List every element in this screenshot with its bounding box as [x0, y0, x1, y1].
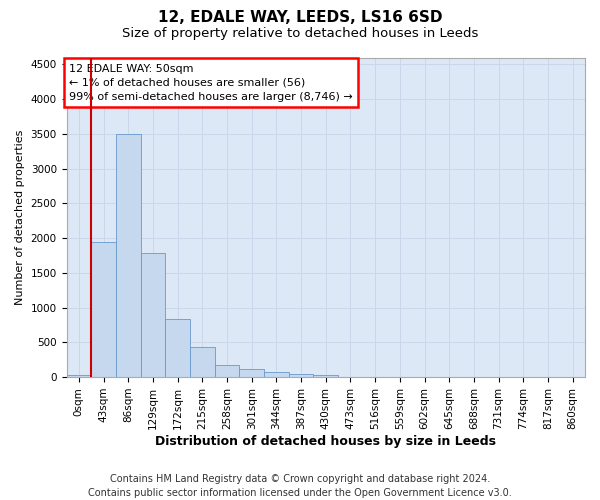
Text: Size of property relative to detached houses in Leeds: Size of property relative to detached ho… [122, 28, 478, 40]
Bar [91, 242, 116, 377]
Bar [215, 366, 239, 377]
X-axis label: Distribution of detached houses by size in Leeds: Distribution of detached houses by size … [155, 434, 496, 448]
Bar [239, 370, 264, 377]
Text: 12 EDALE WAY: 50sqm
← 1% of detached houses are smaller (56)
99% of semi-detache: 12 EDALE WAY: 50sqm ← 1% of detached hou… [69, 64, 353, 102]
Bar [313, 375, 338, 377]
Text: 12, EDALE WAY, LEEDS, LS16 6SD: 12, EDALE WAY, LEEDS, LS16 6SD [158, 10, 442, 25]
Bar [264, 372, 289, 377]
Bar [289, 374, 313, 377]
Bar [116, 134, 140, 377]
Bar [67, 375, 91, 377]
Y-axis label: Number of detached properties: Number of detached properties [15, 130, 25, 305]
Text: Contains HM Land Registry data © Crown copyright and database right 2024.
Contai: Contains HM Land Registry data © Crown c… [88, 474, 512, 498]
Bar [140, 254, 165, 377]
Bar [165, 318, 190, 377]
Bar [190, 347, 215, 377]
